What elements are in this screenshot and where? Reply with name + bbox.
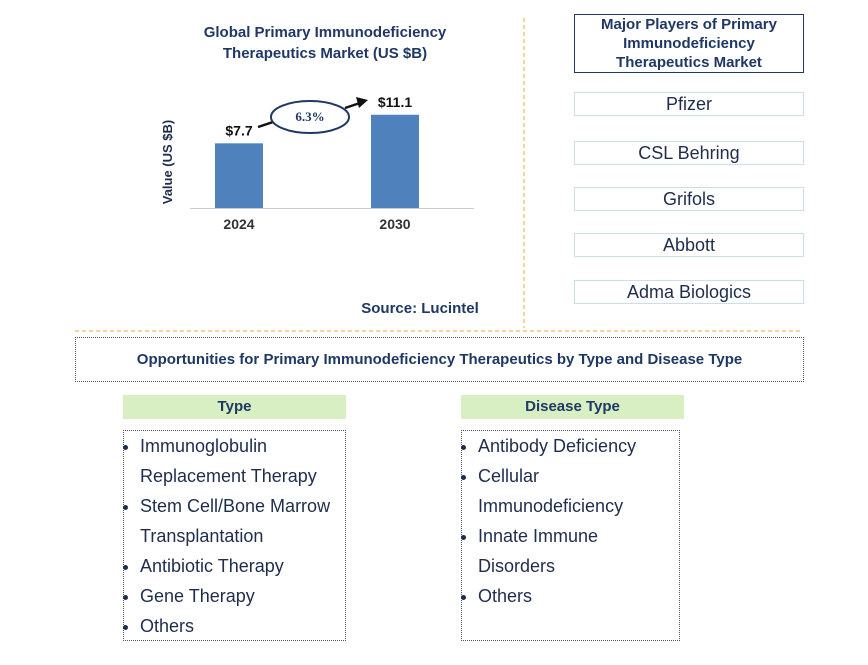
bars: $7.7 2024 $11.1 2030: [215, 94, 419, 232]
x-tick-label: 2024: [223, 216, 254, 232]
value-label: $7.7: [225, 122, 252, 138]
list-item: Antibody Deficiency: [478, 431, 675, 461]
player-box: Pfizer: [574, 92, 804, 116]
column-header: Type: [123, 395, 346, 419]
column-header: Disease Type: [461, 395, 684, 419]
player-box: Grifols: [574, 187, 804, 211]
list-item: Antibiotic Therapy: [140, 551, 341, 581]
x-tick-label: 2030: [379, 216, 410, 232]
list-item: Cellular Immunodeficiency: [478, 461, 675, 521]
source: Source: Lucintel: [361, 300, 479, 317]
arrow-head: [356, 97, 368, 108]
opportunities-title: Opportunities for Primary Immunodeficien…: [75, 337, 804, 382]
chart-title: Global Primary Immunodeficiency Therapeu…: [203, 24, 447, 62]
player-box: CSL Behring: [574, 141, 804, 165]
column-list: Antibody DeficiencyCellular Immunodefici…: [461, 430, 680, 641]
list-item: Innate Immune Disorders: [478, 521, 675, 581]
bar: [215, 143, 263, 208]
y-axis-label: Value (US $B): [160, 120, 175, 205]
list-item: Immunoglobulin Replacement Therapy: [140, 431, 341, 491]
list-item: Gene Therapy: [140, 581, 341, 611]
value-label: $11.1: [378, 94, 412, 110]
player-box: Abbott: [574, 233, 804, 257]
player-box: Adma Biologics: [574, 280, 804, 304]
cagr-ellipse: [270, 100, 350, 134]
arrow: [344, 101, 361, 110]
list-item: Others: [140, 611, 341, 641]
list-item: Others: [478, 581, 675, 611]
cagr-label: 6.3%: [295, 109, 324, 124]
column-list: Immunoglobulin Replacement TherapyStem C…: [123, 430, 346, 641]
list-item: Stem Cell/Bone Marrow Transplantation: [140, 491, 341, 551]
bar: [371, 114, 419, 208]
players-title: Major Players of Primary Immunodeficienc…: [574, 14, 804, 73]
